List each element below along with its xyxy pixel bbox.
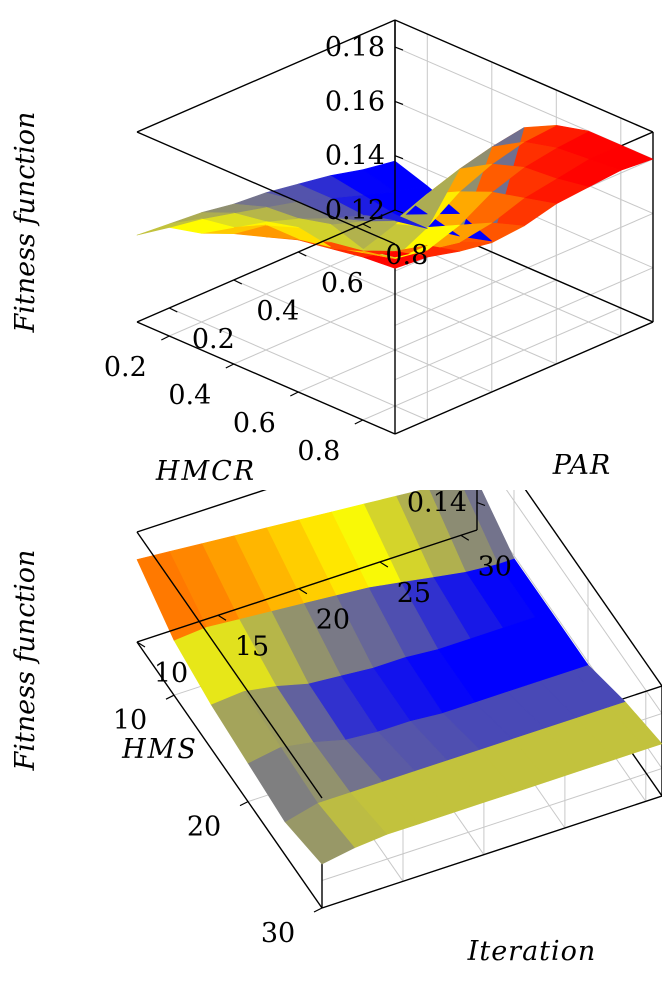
x-tick [225,363,235,369]
y-tick-label: 0.6 [321,268,364,299]
surface-mesh [136,125,654,269]
z-tick-label: 0.12 [325,195,385,226]
z-axis-label: Fitness function [10,550,41,772]
x-tick-label: 0.8 [297,436,340,467]
y-tick [460,534,470,541]
y-tick [298,251,307,257]
x-tick-label: 0.4 [168,380,211,411]
gridline-y-floor [233,279,492,393]
axis-line [136,641,323,909]
axis-box-edge [136,490,267,533]
gridline-y-floor [298,251,557,365]
y-tick [298,588,308,595]
x-tick [161,335,170,341]
axis-line [136,321,396,435]
z-tick-label: 0.14 [325,141,385,172]
x-tick [354,419,364,425]
x-tick [165,694,175,700]
gridline-y-floor [169,307,428,421]
axis-box-edge [394,19,654,133]
x-axis-label: HMCR [155,456,256,487]
z-tick [394,209,404,214]
surface-plot-hmcr-par: 0.20.40.60.80.20.40.60.80.120.140.160.18… [10,19,654,487]
x-tick-label: 20 [187,812,221,843]
y-tick [217,614,227,621]
y-tick [379,561,389,568]
z-tick [394,155,404,160]
axis-box-edge [136,19,396,133]
gridline-x-floor [233,251,492,365]
y-tick-label: 15 [235,631,269,662]
surface-facet [136,551,207,641]
z-axis-label: Fitness function [10,112,41,334]
gridline-z [394,267,654,381]
z-tick [476,501,486,507]
y-tick-label: 0.8 [385,240,428,271]
gridline-z [505,490,662,714]
x-tick-label: 30 [261,918,295,949]
x-tick [313,907,323,913]
y-axis-label: Iteration [467,936,597,967]
gridline-z [321,768,662,881]
y-tick-label: 10 [154,658,188,689]
z-tick [394,100,404,105]
x-axis-label: HMS [121,734,198,765]
axis-box-edge [321,795,662,909]
z-tick-label: 0.14 [407,490,467,519]
y-axis-label: PAR [552,450,612,481]
axis-box-edge [136,131,396,245]
y-tick [169,307,178,313]
z-tick [394,46,404,51]
y-tick-label: 0.4 [256,296,299,327]
x-tick [239,801,249,807]
gridline-z [394,212,654,326]
surface-mesh [136,490,662,865]
z-tick-label: 0.18 [325,32,385,63]
surface-plot-hms-iteration: 10203010152025300.140.16HMSIterationFitn… [10,490,662,967]
z-tick-label: 0.16 [325,86,385,117]
y-tick-label: 25 [397,578,431,609]
y-tick-label: 20 [316,605,350,636]
x-tick-label: 0.6 [233,408,276,439]
axis-line [136,209,396,323]
x-tick-label: 0.2 [104,352,147,383]
y-tick [136,641,146,648]
y-tick [362,223,372,229]
axis-box-edge [136,531,323,799]
surface-facet [136,218,202,236]
y-tick [233,279,243,285]
x-tick [290,391,299,397]
y-tick-label: 30 [478,551,512,582]
axis-box-edge [524,490,662,687]
y-tick-label: 0.2 [192,324,235,355]
axis-line [136,529,478,643]
x-tick-label: 10 [113,705,147,736]
axis-box-edge [394,321,654,435]
